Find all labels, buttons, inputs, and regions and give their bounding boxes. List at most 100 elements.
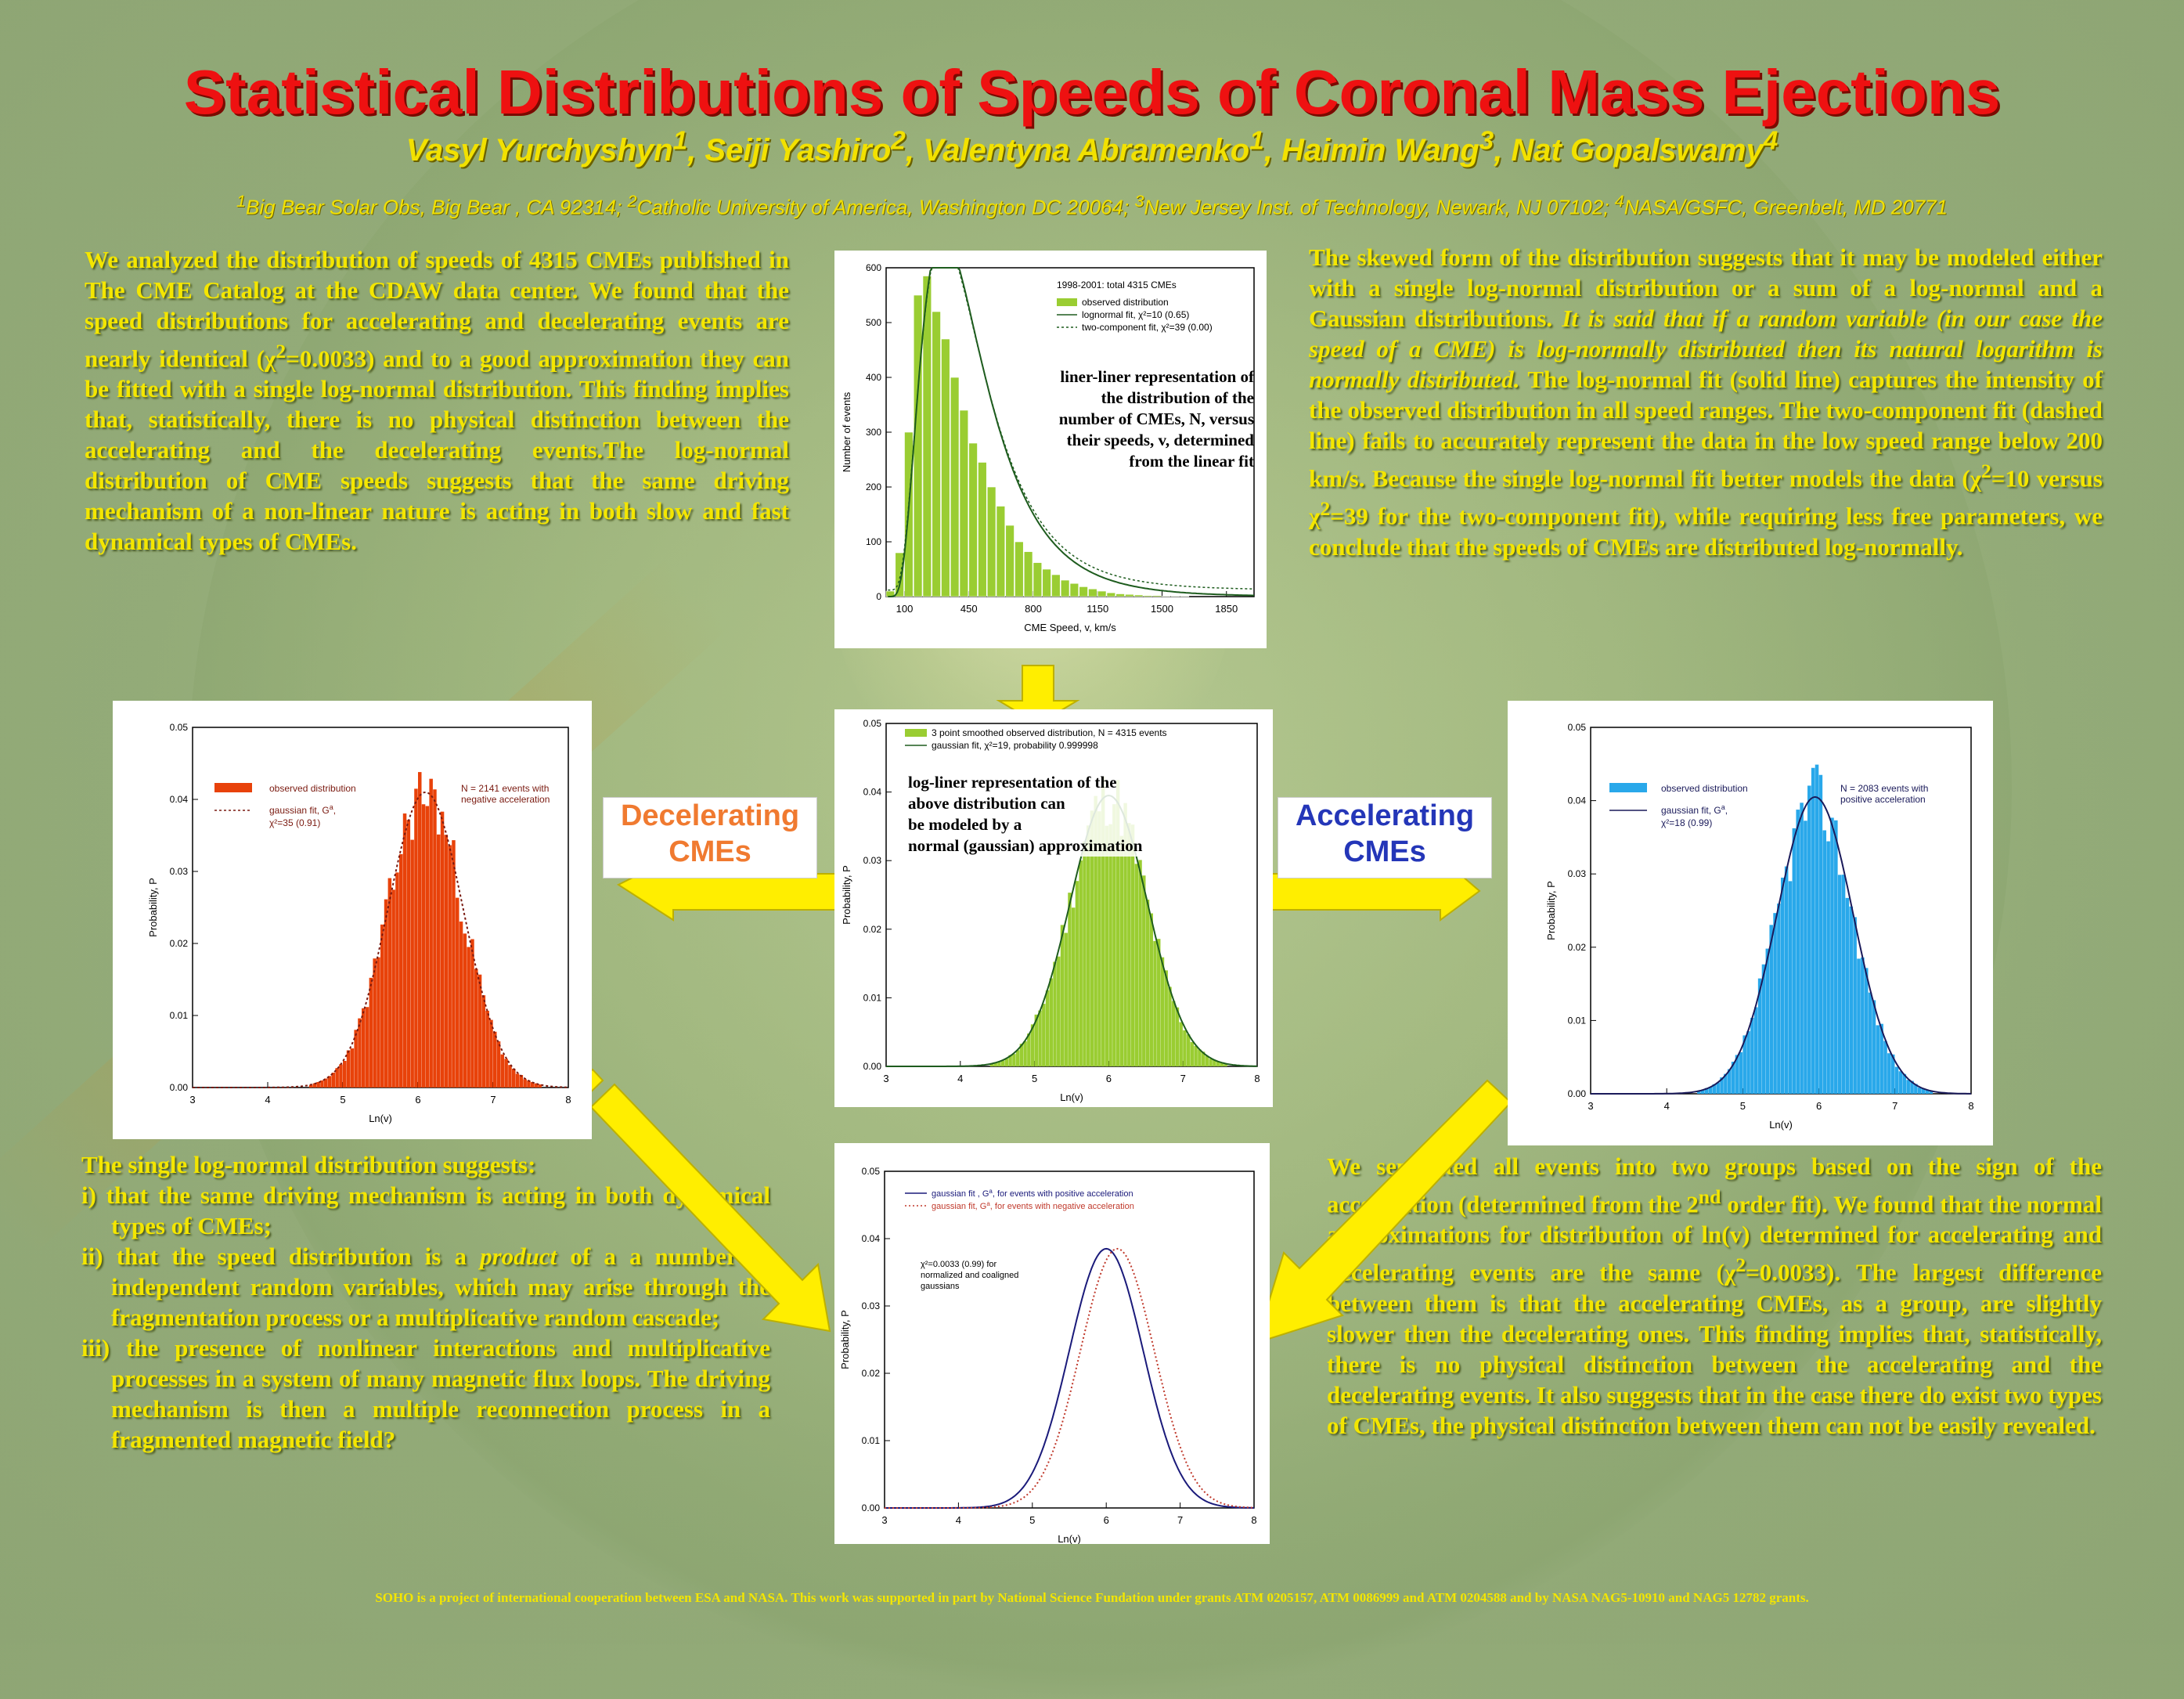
histogram-bar	[1700, 1089, 1705, 1094]
histogram-bar	[1083, 841, 1087, 1066]
x-tick-label: 7	[1180, 1073, 1186, 1084]
x-tick-label: 8	[1968, 1100, 1973, 1112]
y-tick-label: 0.05	[862, 1166, 881, 1177]
histogram-bar	[1708, 1086, 1713, 1094]
x-tick-label: 6	[1816, 1100, 1822, 1112]
legend-sup: a	[1721, 803, 1725, 811]
note-line: N = 2141 events with	[461, 783, 549, 794]
suggests-list: The single log-normal distribution sugge…	[81, 1149, 770, 1455]
x-tick-label: 1850	[1215, 603, 1238, 615]
gaussian-fit-line	[886, 794, 1258, 1067]
x-axis-label: Ln(v)	[1058, 1533, 1081, 1544]
histogram-bar	[1023, 551, 1033, 597]
histogram-bar	[1180, 595, 1190, 597]
histogram-bar	[1149, 913, 1153, 1066]
histogram-bar	[1777, 903, 1781, 1094]
histogram-bar	[406, 820, 411, 1088]
histogram-bar	[1716, 1082, 1720, 1094]
histogram-bar	[1186, 1034, 1191, 1066]
histogram-bar	[481, 995, 486, 1088]
histogram-bar	[1216, 1061, 1220, 1066]
x-tick-label: 8	[565, 1094, 571, 1106]
histogram-bar	[402, 813, 407, 1088]
histogram-bar	[922, 276, 932, 597]
histogram-bar	[1060, 925, 1065, 1066]
histogram-bar	[346, 1050, 351, 1088]
histogram-bar	[1042, 568, 1051, 597]
histogram-bar	[377, 957, 380, 1088]
histogram-bar	[1804, 821, 1807, 1094]
gaussian-fit-line	[1591, 795, 1971, 1095]
histogram-bar	[1224, 1063, 1227, 1066]
histogram-bar	[425, 806, 430, 1088]
histogram-bar	[1743, 1035, 1746, 1094]
y-tick-label: 500	[866, 317, 881, 328]
legend-suffix: , for events with positive acceleration	[993, 1189, 1133, 1199]
histogram-bar	[996, 506, 1006, 597]
histogram-bar	[493, 1031, 497, 1088]
x-tick-label: 800	[1025, 603, 1042, 615]
accelerating-label: Accelerating CMEs	[1278, 797, 1492, 878]
x-tick-label: 4	[956, 1514, 961, 1526]
x-axis-label: Ln(v)	[369, 1113, 392, 1124]
histogram-bar	[1023, 1041, 1027, 1066]
x-tick-label: 8	[1254, 1073, 1260, 1084]
histogram-bar	[316, 1081, 320, 1088]
histogram-bar	[1127, 823, 1131, 1066]
histogram-bar	[1086, 825, 1090, 1066]
histogram-bar	[1004, 1059, 1009, 1066]
x-tick-label: 6	[1106, 1073, 1112, 1084]
x-tick-label: 7	[1892, 1100, 1897, 1112]
histogram-bar	[1053, 961, 1057, 1066]
y-axis-label: Number of events	[841, 391, 852, 472]
list-item: ii) that the speed distribution is a pro…	[81, 1243, 770, 1331]
x-tick-label: 3	[883, 1073, 888, 1084]
histogram-bar	[437, 834, 441, 1088]
histogram-bar	[1750, 1017, 1754, 1094]
y-tick-label: 0.00	[170, 1082, 189, 1093]
legend-label: 3 point smoothed observed distribution, …	[932, 727, 1167, 738]
two-component-fit-line	[888, 267, 1254, 591]
legend-label: observed distribution	[269, 783, 356, 794]
y-tick-label: 0.03	[170, 866, 189, 877]
histogram-bar	[1704, 1088, 1709, 1094]
legend-label: lognormal fit, χ²=10 (0.65)	[1082, 309, 1189, 320]
legend-comma: ,	[1725, 805, 1728, 816]
histogram-bar	[1106, 592, 1116, 597]
y-tick-label: 0.01	[863, 992, 882, 1003]
x-tick-label: 7	[1177, 1514, 1183, 1526]
legend-label: χ²=35 (0.91)	[269, 817, 320, 828]
plot-frame	[884, 1171, 1255, 1509]
list-item: i) that the same driving mechanism is ac…	[81, 1181, 770, 1239]
histogram-bar	[1142, 875, 1146, 1066]
lnv-histogram: 3 4 5 6 7 8 0.00 0.01 0.02 0.03 0.04 0.05 Ln(v) Proba…	[841, 718, 1260, 1103]
legend-label: two-component fit, χ²=39 (0.00)	[1082, 322, 1213, 333]
y-tick-label: 0.04	[1568, 795, 1587, 806]
histogram-bar	[1145, 899, 1150, 1066]
histogram-bar	[365, 1007, 369, 1088]
histogram-bar	[1784, 866, 1789, 1094]
y-tick-label: 300	[866, 427, 881, 438]
histogram-bar	[1861, 957, 1865, 1094]
note-line: χ²=0.0033 (0.99) for	[921, 1260, 997, 1269]
histogram-bar	[470, 939, 474, 1088]
histogram-bar	[1849, 906, 1854, 1094]
histogram-bar	[1800, 803, 1804, 1094]
histogram-bar	[500, 1054, 505, 1088]
author-list: Vasyl Yurchyshyn1, Seiji Yashiro2, Valen…	[405, 127, 1779, 168]
histogram-bar	[895, 552, 904, 597]
chart-title: 1998-2001: total 4315 CMEs	[1057, 280, 1177, 290]
histogram-bar	[1012, 1054, 1016, 1066]
y-tick-label: 0.01	[1568, 1015, 1587, 1026]
histogram-bar	[515, 1073, 520, 1088]
histogram-bar	[978, 462, 987, 597]
histogram-bar	[1049, 978, 1053, 1066]
histogram-bar	[1887, 1053, 1891, 1094]
histogram-bar	[512, 1068, 516, 1088]
y-tick-label: 0.05	[170, 722, 189, 733]
histogram-bar	[1925, 1089, 1930, 1094]
histogram-bar	[444, 835, 449, 1088]
y-axis-label: Probability, P	[147, 878, 159, 937]
histogram-bar	[1057, 956, 1061, 1066]
histogram-bar	[1019, 1044, 1024, 1066]
